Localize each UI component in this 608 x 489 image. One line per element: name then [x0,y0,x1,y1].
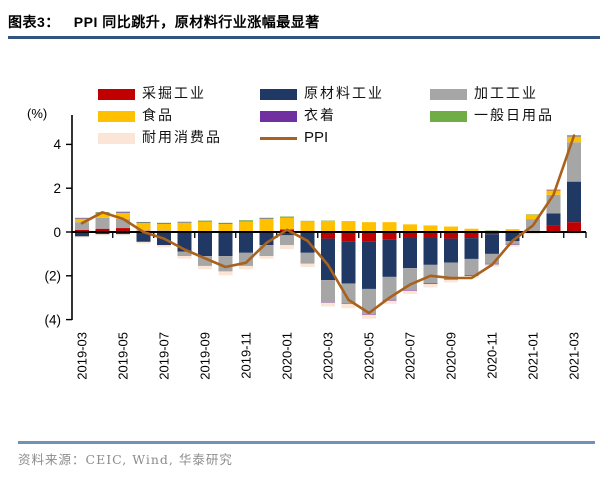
figure-title: 图表3： PPI 同比跳升，原材料行业涨幅最显著 [8,12,600,32]
svg-text:2020-01: 2020-01 [280,332,295,380]
svg-text:(2): (2) [45,269,62,284]
svg-text:2020-05: 2020-05 [362,332,377,380]
svg-text:2020-07: 2020-07 [403,332,418,380]
svg-text:2021-03: 2021-03 [567,332,582,380]
source-note: 资料来源：CEIC, Wind, 华泰研究 [18,452,233,467]
svg-text:2019-07: 2019-07 [157,332,172,380]
svg-text:2019-03: 2019-03 [75,332,90,380]
svg-text:2020-03: 2020-03 [321,332,336,380]
title-underline [8,36,600,39]
svg-text:0: 0 [53,225,61,240]
svg-text:2019-11: 2019-11 [239,332,254,379]
svg-text:2021-01: 2021-01 [526,332,541,380]
svg-text:4: 4 [53,137,61,152]
svg-text:2020-09: 2020-09 [444,332,459,380]
footer-divider [18,441,595,444]
svg-text:(4): (4) [45,312,62,327]
y-axis-unit-label: (%) [27,106,48,121]
svg-text:2019-05: 2019-05 [116,332,131,380]
figure-title-text: PPI 同比跳升，原材料行业涨幅最显著 [73,14,320,30]
svg-text:2: 2 [53,181,61,196]
svg-text:2020-11: 2020-11 [485,332,500,379]
figure-number-label: 图表3： [8,14,60,30]
svg-text:2019-09: 2019-09 [198,332,213,380]
